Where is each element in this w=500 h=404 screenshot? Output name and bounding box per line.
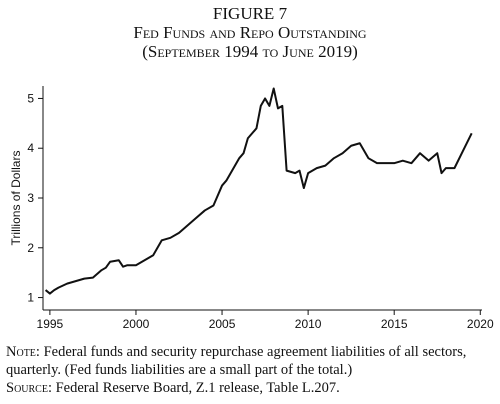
y-tick-label: 3: [27, 191, 34, 205]
x-tick-label: 2020: [467, 317, 494, 331]
y-tick-label: 2: [27, 241, 34, 255]
source: Federal Reserve Board, Z.1 release, Tabl…: [55, 380, 340, 396]
chart: 1 2 3 4 5 1995 2000 2005 2010 2015 2020 Trillions o…: [9, 86, 494, 331]
note: Federal funds and security repurchase ag…: [6, 344, 467, 378]
note-label: Note:: [6, 344, 40, 360]
x-tick-label: 2005: [209, 317, 236, 331]
data-line: [44, 87, 473, 295]
y-axis-label: Trillions of Dollars: [9, 151, 23, 246]
x-tick-label: 2015: [381, 317, 408, 331]
figure-number: FIGURE 7: [212, 4, 288, 23]
y-tick-label: 1: [27, 291, 34, 305]
x-tick-label: 2010: [295, 317, 322, 331]
chart-subtitle: (September 1994 to June 2019): [142, 42, 358, 61]
y-tick-label: 4: [27, 141, 34, 155]
chart-title: Fed Funds and Repo Outstanding: [133, 23, 367, 42]
source-label: Source:: [6, 380, 52, 396]
titles: FIGURE 7 Fed Funds and Repo Outstanding …: [0, 4, 500, 61]
notes: Note: Federal funds and security repurch…: [6, 343, 496, 397]
x-tick-label: 1995: [37, 317, 64, 331]
y-tick-label: 5: [27, 91, 34, 105]
x-tick-label: 2000: [123, 317, 150, 331]
